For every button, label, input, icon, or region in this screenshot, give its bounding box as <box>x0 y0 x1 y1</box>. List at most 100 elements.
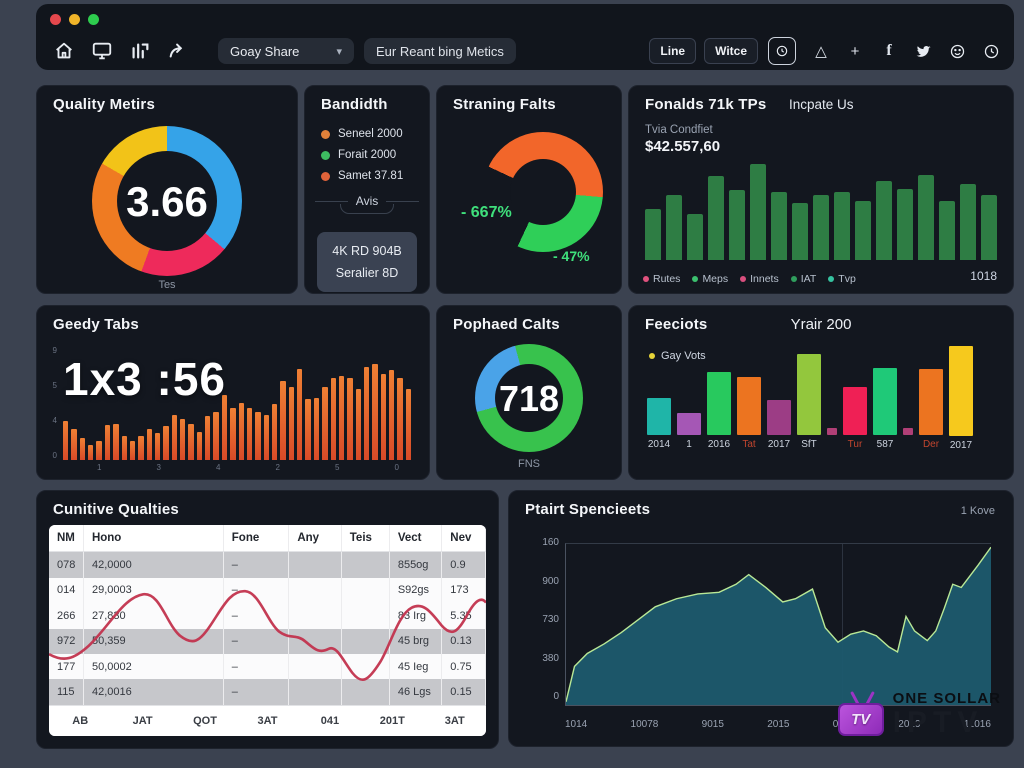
table-cell: 46 Lgs <box>390 679 443 705</box>
footer-cell: JAT <box>132 714 153 727</box>
facebook-icon[interactable]: f <box>886 42 892 59</box>
x-tick-label: 587 <box>876 439 894 450</box>
legend-dot-icon <box>321 129 330 139</box>
bar-column <box>903 346 913 451</box>
cumulative-qualities-card: Cunitive Qualties NM Hono Fone Any Teis Vect N… <box>36 490 499 749</box>
dropdown-value: Goay Share <box>230 43 300 59</box>
quality-gauge-caption: Tes <box>158 279 176 291</box>
maximize-window-button[interactable] <box>88 14 99 25</box>
twitter-icon[interactable] <box>914 43 932 60</box>
y-tick-label: 160 <box>542 537 559 548</box>
bar <box>873 367 897 435</box>
table-cell <box>342 679 390 705</box>
table-row: 177 50,0002– 45 Ieg 0.75 <box>49 654 486 680</box>
bar <box>981 194 997 260</box>
watermark-text: ONE SOLLAR IPTV <box>893 691 1001 738</box>
area-vertical-gridline <box>842 544 844 705</box>
bandwidth-selector-box[interactable]: 4K RD 904B Seralier 8D <box>317 232 417 292</box>
area-chart <box>565 543 991 706</box>
bar-column: 2016 <box>707 346 731 451</box>
share-arrow-icon[interactable] <box>166 39 190 63</box>
clock-icon[interactable] <box>982 43 1000 60</box>
share-dropdown[interactable]: Goay Share ▾ <box>218 38 354 64</box>
feeciots-header: Yrair 200 <box>790 316 852 333</box>
bar <box>363 366 370 460</box>
table-cell: – <box>224 603 290 629</box>
footer-cell: 201T <box>379 714 405 727</box>
quality-gauge-value: 3.66 <box>126 178 208 225</box>
minimize-window-button[interactable] <box>69 14 80 25</box>
x-tick-label: Der <box>922 439 940 450</box>
streaming-faults-card: Straning Falts - 667% - 47% <box>436 85 622 294</box>
bar <box>205 415 211 460</box>
bar <box>213 412 219 460</box>
smiley-icon[interactable] <box>948 43 966 60</box>
triangle-icon[interactable]: △ <box>815 43 827 60</box>
witce-button[interactable]: Witce <box>704 38 758 64</box>
table-cell: 855og <box>390 552 443 578</box>
bandwidth-option[interactable]: 4K RD 904B <box>332 244 402 258</box>
footer-cell: 3AT <box>257 714 278 727</box>
bar-chart-icon[interactable] <box>128 39 152 63</box>
table-cell: 177 <box>49 654 84 680</box>
bar <box>813 194 829 260</box>
bar <box>330 378 336 460</box>
geedy-bar-chart <box>63 364 412 460</box>
pophaed-donut-caption: FNS <box>518 458 540 470</box>
pophaed-donut-value: 718 <box>498 378 560 419</box>
y-tick-label: 9 <box>52 346 57 355</box>
bandwidth-card: Bandidth Seneel 2000 Forait 2000 Samet 37.… <box>304 85 430 294</box>
feeciots-card: Feeciots Yrair 200 Gay Vots 2014 1 2016 Tat… <box>628 305 1014 480</box>
search-input[interactable]: Eur Reant bing Metics <box>364 38 516 64</box>
bar <box>827 427 837 435</box>
pophaed-calts-card: Pophaed Calts 718 FNS <box>436 305 622 480</box>
legend-label: Seneel 2000 <box>338 128 403 140</box>
card-title: Fonalds 71k TPs <box>645 96 767 113</box>
bar <box>263 414 269 460</box>
bar <box>146 429 152 460</box>
table-header-row: NM Hono Fone Any Teis Vect Nev <box>49 525 486 553</box>
bandwidth-option[interactable]: Seralier 8D <box>335 266 399 280</box>
geedy-x-axis: 1 3 4 2 5 0 <box>97 463 399 472</box>
bar-column: 2017 <box>767 346 791 451</box>
card-title: Straning Falts <box>453 96 556 113</box>
geedy-y-axis: 9 5 4 0 <box>47 346 57 460</box>
home-icon[interactable] <box>52 39 76 63</box>
plus-icon[interactable]: + <box>850 42 860 60</box>
column-header: Vect <box>390 525 443 552</box>
bar <box>171 414 178 460</box>
legend-dot-icon <box>321 171 330 181</box>
bar <box>113 424 119 460</box>
legend-item: Samet 37.81 <box>321 170 403 182</box>
close-window-button[interactable] <box>50 14 61 25</box>
fonalds-legend: Rutes Meps Innets IAT Tvp <box>643 273 856 285</box>
legend-dot-icon <box>790 276 797 282</box>
bar <box>960 184 976 260</box>
bar <box>255 412 261 460</box>
qualities-table: NM Hono Fone Any Teis Vect Nev 078 42,0000–855og… <box>49 525 486 736</box>
bar <box>677 412 701 435</box>
x-tick-label: 2014 <box>647 439 671 450</box>
monitor-icon[interactable] <box>90 39 114 63</box>
legend-dot-icon <box>740 276 747 282</box>
legend-item: Rutes <box>643 273 680 285</box>
bar <box>729 189 745 260</box>
tv-logo-icon: TV <box>837 690 885 738</box>
bar <box>246 408 253 460</box>
table-cell <box>342 552 390 578</box>
bar <box>876 181 892 260</box>
bar <box>939 201 955 260</box>
x-tick-label: 2017 <box>949 440 973 451</box>
feeciots-legend: Gay Vots <box>649 350 706 362</box>
ptairt-spencieets-card: Ptairt Spencieets 1 Kove 160 900 730 380 0 1… <box>508 490 1014 747</box>
y-tick-label: 4 <box>52 416 57 425</box>
search-text: Eur Reant bing Metics <box>376 43 504 59</box>
bar <box>347 378 353 460</box>
table-cell <box>342 628 390 655</box>
legend-label: Forait 2000 <box>338 149 397 161</box>
avis-divider: Avis <box>315 194 420 208</box>
legend-label: Samet 37.81 <box>338 170 404 182</box>
line-button[interactable]: Line <box>649 38 697 64</box>
footer-cell: 3AT <box>444 714 465 727</box>
badge-icon[interactable] <box>768 37 796 65</box>
